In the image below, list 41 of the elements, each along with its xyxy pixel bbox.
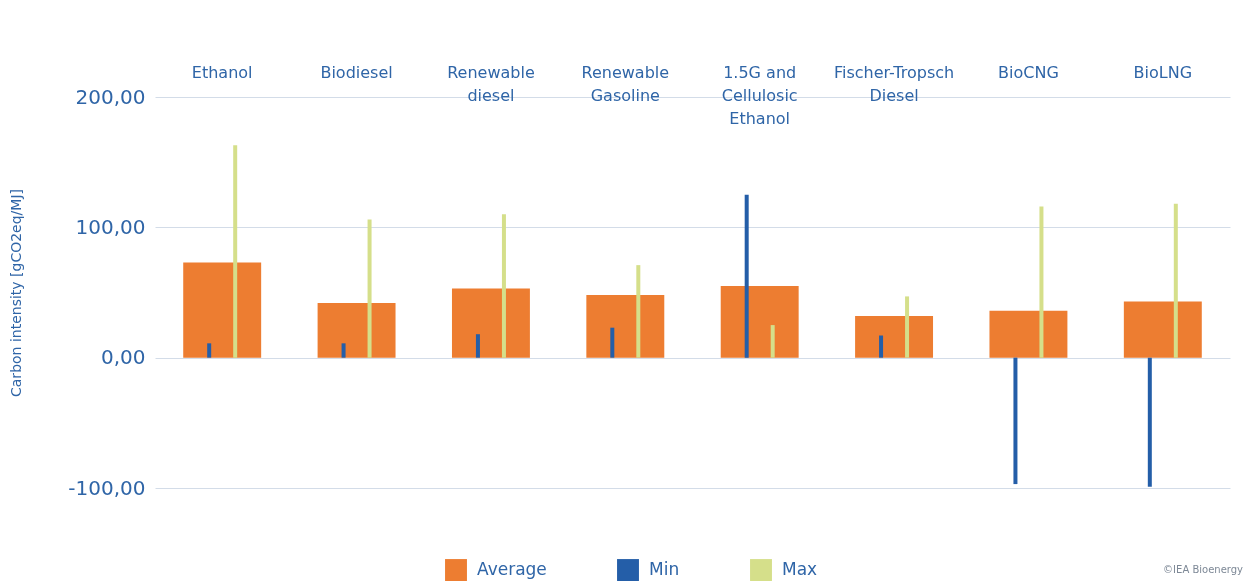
- x-tick-label: Biodiesel: [320, 62, 393, 82]
- x-tick-label: BioLNG: [1133, 62, 1193, 82]
- bar: [317, 302, 396, 358]
- y-tick-label: 100,00: [75, 214, 146, 239]
- bar: [1013, 357, 1018, 485]
- bar: [1123, 301, 1202, 358]
- legend-label: Min: [649, 559, 680, 580]
- x-tick-label: BioCNG: [998, 62, 1059, 82]
- x-tick-label: Ethanol: [191, 62, 253, 82]
- x-tick-label: Fischer-Tropsch Diesel: [833, 62, 955, 105]
- bar: [636, 265, 641, 358]
- bar: [1173, 203, 1178, 358]
- bar: [207, 343, 212, 358]
- bar: [1147, 357, 1152, 487]
- bar: [989, 310, 1068, 358]
- bar: [501, 214, 506, 358]
- bar: [367, 219, 372, 358]
- bar: [905, 296, 910, 358]
- bar: [341, 343, 346, 358]
- x-tick-label: 1.5G and Cellulosic Ethanol: [721, 62, 798, 128]
- bar: [475, 334, 480, 358]
- bar: [233, 145, 238, 358]
- x-tick-label: Renewable diesel: [447, 62, 535, 105]
- y-tick-label: -100,00: [68, 475, 146, 500]
- y-tick-label: 200,00: [75, 84, 146, 109]
- bar: [744, 194, 749, 358]
- bar: [879, 335, 884, 358]
- text: ©IEA Bioenergy: [1163, 564, 1244, 575]
- y-tick-label: 0,00: [100, 345, 146, 370]
- bar: [770, 325, 775, 358]
- bar: [183, 262, 262, 358]
- bar: [451, 288, 530, 358]
- x-tick-label: Renewable Gasoline: [581, 62, 670, 105]
- bar: [610, 327, 615, 358]
- y-axis-title: Carbon intensity [gCO2eq/MJ]: [8, 189, 25, 397]
- bar: [586, 295, 665, 358]
- legend-label: Average: [477, 559, 547, 580]
- bar: [855, 315, 934, 358]
- bar: [720, 285, 799, 358]
- legend-label: Max: [782, 559, 818, 580]
- bar: [1039, 206, 1044, 358]
